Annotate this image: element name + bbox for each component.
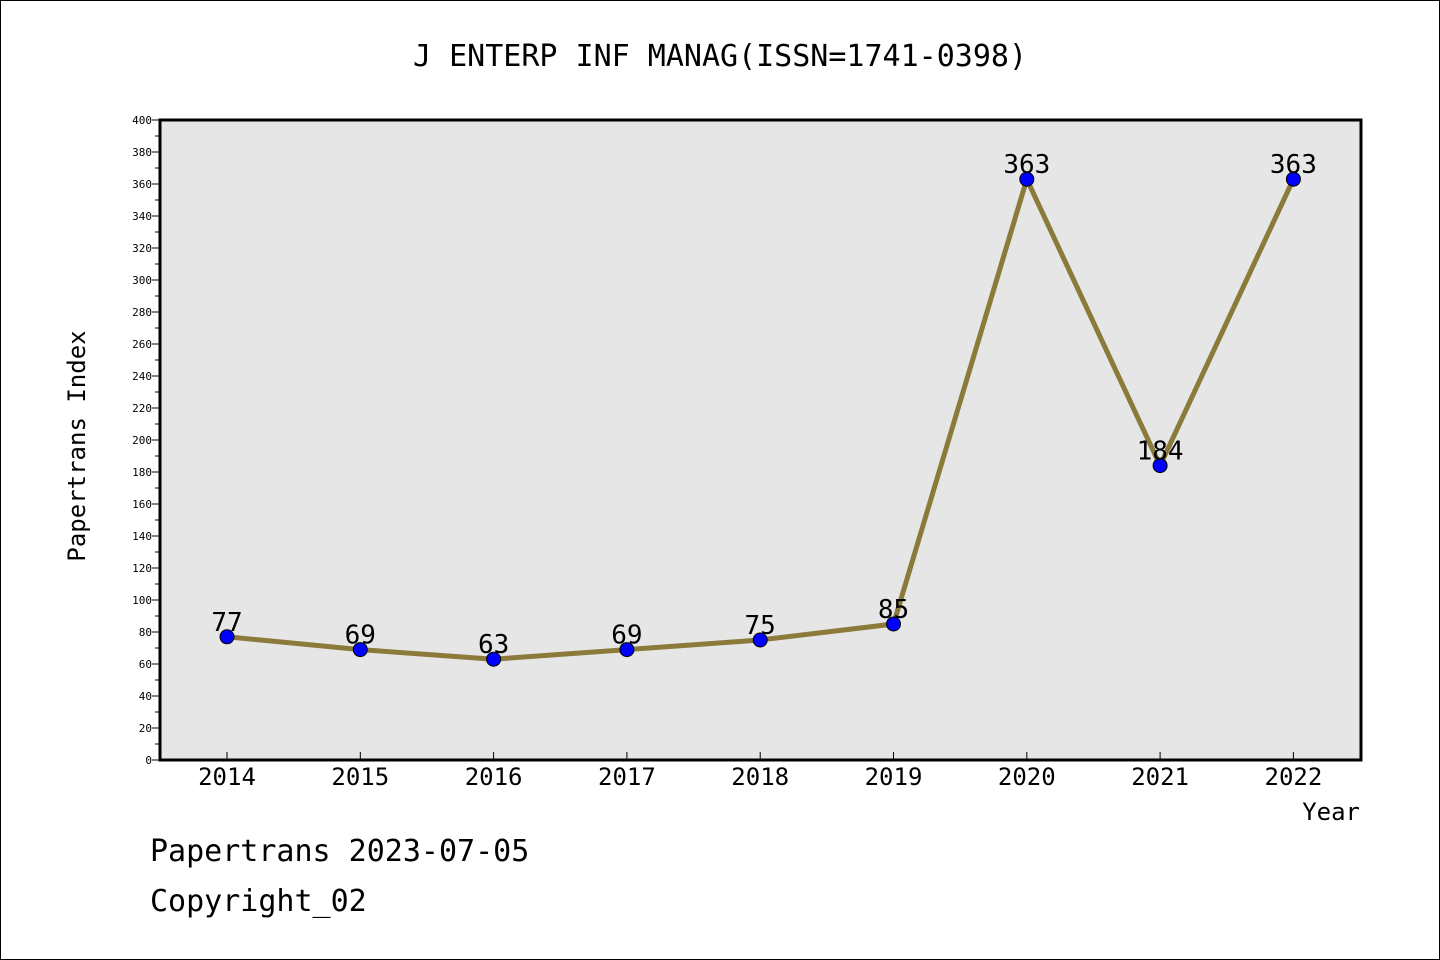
data-point (619, 642, 635, 658)
y-tick-label: 340 (132, 210, 152, 223)
data-point (1019, 171, 1035, 187)
y-tick-label: 380 (132, 146, 152, 159)
footer-date: Papertrans 2023-07-05 (150, 834, 530, 869)
x-tick-label: 2016 (465, 763, 523, 791)
data-label: 363 (1270, 150, 1317, 180)
y-tick-label: 0 (145, 754, 152, 767)
y-tick-label: 320 (132, 242, 152, 255)
data-label: 184 (1137, 437, 1184, 467)
x-tick-label: 2014 (198, 763, 256, 791)
data-label: 363 (1003, 150, 1050, 180)
data-label: 77 (211, 608, 242, 638)
y-tick-label: 160 (132, 498, 152, 511)
x-tick-label: 2017 (598, 763, 656, 791)
marker-group (219, 171, 1301, 667)
y-tick-label: 200 (132, 434, 152, 447)
data-point (1152, 458, 1168, 474)
x-tick-label: 2019 (865, 763, 923, 791)
data-label-group: 77 69 63 69 75 85 363 184 363 (211, 150, 1317, 660)
y-tick-label: 220 (132, 402, 152, 415)
x-tick-label: 2015 (331, 763, 389, 791)
y-tick-label: 360 (132, 178, 152, 191)
x-axis-label: Year (1302, 798, 1360, 826)
x-tick-label: 2021 (1131, 763, 1189, 791)
y-tick-label: 400 (132, 114, 152, 127)
data-point (352, 642, 368, 658)
data-point (486, 651, 502, 667)
y-tick-label: 40 (139, 690, 152, 703)
data-point (219, 629, 235, 645)
y-tick-label: 280 (132, 306, 152, 319)
data-point (752, 632, 768, 648)
y-tick-label: 180 (132, 466, 152, 479)
y-axis: 0 20 40 60 80 100 120 140 160 180 200 220 240 260 280 3… (132, 114, 160, 767)
data-point (1285, 171, 1301, 187)
data-point (886, 616, 901, 632)
x-tick-label: 2022 (1265, 763, 1323, 791)
data-label: 63 (478, 630, 509, 660)
y-tick-label: 140 (132, 530, 152, 543)
chart-title: J ENTERP INF MANAG(ISSN=1741-0398) (413, 39, 1027, 74)
data-label: 69 (611, 621, 642, 651)
data-label: 85 (878, 595, 909, 625)
y-tick-label: 80 (139, 626, 152, 639)
x-axis: 2014 2015 2016 2017 2018 2019 2020 2021 2022 (198, 752, 1322, 791)
y-tick-label: 60 (139, 658, 152, 671)
data-label: 75 (745, 611, 776, 641)
y-tick-label: 300 (132, 274, 152, 287)
data-label: 69 (345, 621, 376, 651)
x-tick-label: 2018 (731, 763, 789, 791)
y-tick-label: 240 (132, 370, 152, 383)
y-tick-label: 20 (139, 722, 152, 735)
y-tick-label: 120 (132, 562, 152, 575)
y-axis-label: Papertrans Index (63, 330, 91, 561)
y-tick-label: 260 (132, 338, 152, 351)
y-tick-label: 100 (132, 594, 152, 607)
footer-copyright: Copyright_02 (150, 884, 367, 919)
x-tick-label: 2020 (998, 763, 1056, 791)
